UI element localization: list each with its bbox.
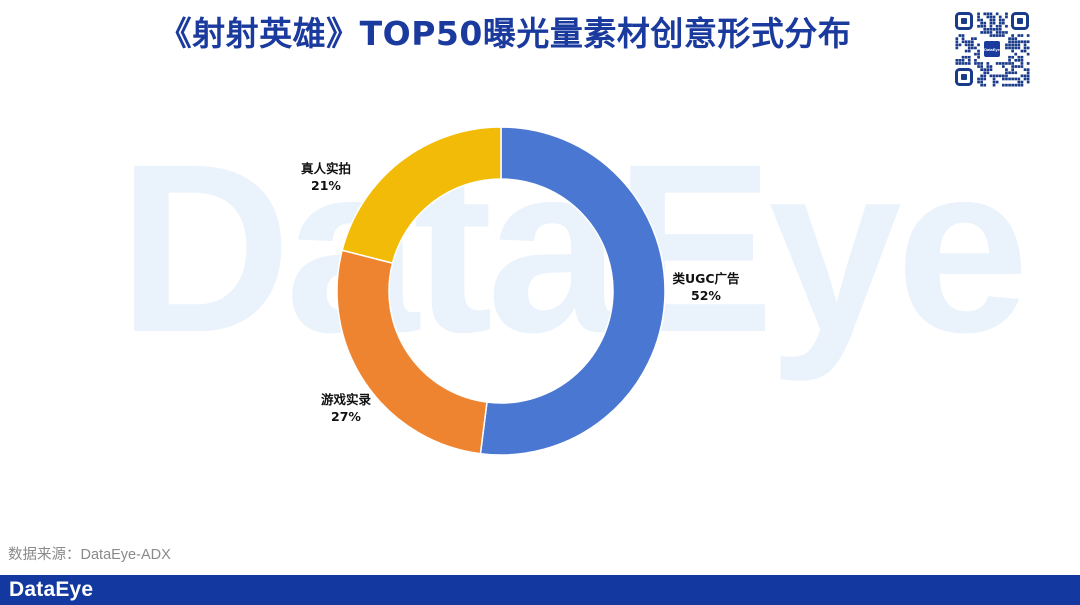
page-title: 《射射英雄》TOP50曝光量素材创意形式分布 (158, 14, 852, 53)
qr-center-logo (984, 41, 1000, 57)
qr-code-icon: DataEye (953, 10, 1031, 88)
footer-bar: DataEye (0, 575, 1080, 605)
slice-percent-label: 27% (331, 409, 361, 424)
donut-slice-2 (336, 249, 488, 455)
donut-slice-1 (479, 126, 666, 456)
slice-percent-label: 52% (691, 288, 721, 303)
qr-center-logo-text: DataEye (984, 47, 1001, 52)
slice-category-label: 游戏实录 (321, 392, 372, 407)
dataeye-logo: DataEye (9, 578, 94, 601)
slice-percent-label: 21% (311, 178, 341, 193)
slice-category-label: 真人实拍 (301, 161, 351, 176)
data-source-note: 数据来源：DataEye-ADX (8, 547, 171, 563)
donut-slice-3 (341, 126, 502, 265)
slice-category-label: 类UGC广告 (672, 271, 740, 286)
